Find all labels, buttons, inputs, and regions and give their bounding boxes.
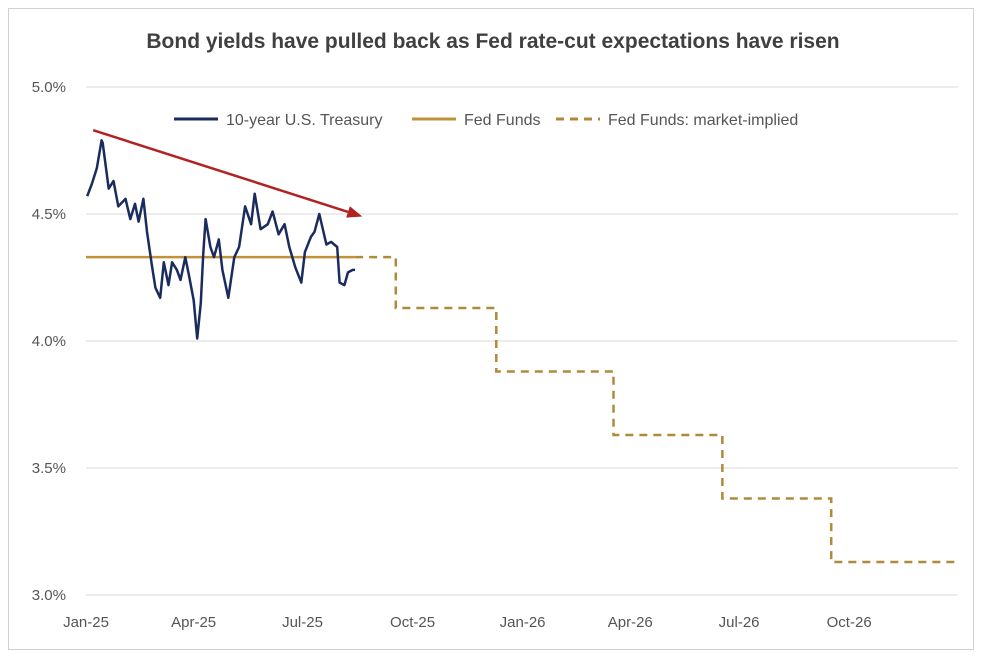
series-line-fed-funds-implied: [355, 255, 958, 564]
y-tick-label: 4.5%: [32, 206, 66, 223]
legend: 10-year U.S. Treasury Fed Funds Fed Funds:…: [174, 112, 798, 129]
x-tick-label: Oct-25: [390, 614, 435, 631]
x-tick-label: Apr-26: [608, 614, 653, 631]
y-tick-label: 3.5%: [32, 460, 66, 477]
chart-title: Bond yields have pulled back as Fed rate…: [146, 30, 840, 53]
y-tick-label: 5.0%: [32, 79, 66, 96]
x-axis-ticks: Jan-25 Apr-25 Jul-25 Oct-25 Jan-26 Apr-26 Jul-…: [63, 614, 872, 631]
gridlines: [86, 86, 958, 596]
annotations: [92, 128, 363, 218]
chart-series: [86, 139, 958, 564]
series-line-10y-treasury: [86, 139, 356, 340]
x-tick-label: Oct-26: [827, 614, 872, 631]
legend-label: Fed Funds: [464, 112, 540, 129]
x-tick-label: Jul-25: [282, 614, 323, 631]
legend-label: 10-year U.S. Treasury: [226, 112, 383, 129]
y-tick-label: 4.0%: [32, 333, 66, 350]
trend-arrow-head: [346, 206, 363, 218]
chart-frame: [8, 8, 974, 650]
legend-label: Fed Funds: market-implied: [608, 112, 798, 129]
trend-arrow-shaft: [92, 128, 349, 214]
y-tick-label: 3.0%: [32, 587, 66, 604]
x-tick-label: Apr-25: [171, 614, 216, 631]
x-tick-label: Jan-26: [500, 614, 546, 631]
x-tick-label: Jan-25: [63, 614, 109, 631]
y-axis-ticks: 3.0% 3.5% 4.0% 4.5% 5.0%: [32, 79, 66, 604]
x-tick-label: Jul-26: [719, 614, 760, 631]
